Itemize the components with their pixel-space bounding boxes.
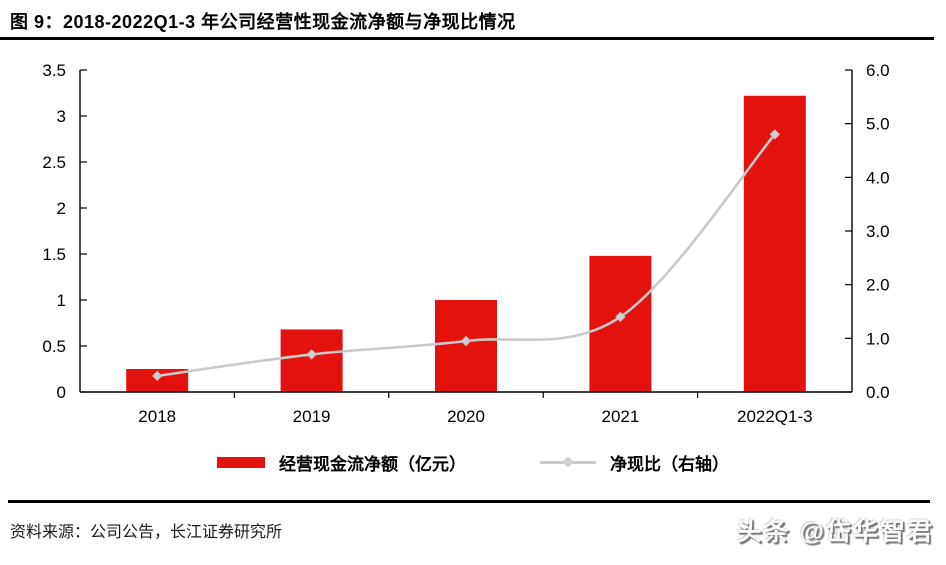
watermark-text: 头条 @岱华智君 [736,518,934,546]
line-marker-2020 [460,335,472,347]
right-axis-label: 1.0 [866,329,890,348]
right-axis-label: 3.0 [866,222,890,241]
bar-2021 [589,255,652,392]
bar-2019 [280,329,343,392]
x-axis-label: 2020 [447,407,485,426]
line-marker-diamond-icon [562,456,574,468]
legend-line-label: 净现比（右轴） [610,455,729,474]
right-axis-label: 2.0 [866,276,890,295]
x-axis-label: 2019 [293,407,331,426]
left-axis-label: 0.5 [42,337,66,356]
bar-2022Q1-3 [743,95,806,392]
left-axis-label: 1 [57,291,66,310]
left-axis-label: 2.5 [42,153,66,172]
right-axis-label: 4.0 [866,168,890,187]
cashflow-dual-axis-chart: 0 0.5 1 1.5 2 2.5 3 3.5 0.0 1.0 2.0 3.0 4.0 5.0 6.0 201… [42,61,890,426]
legend-item-bar: 经营现金流净额（亿元） [217,450,466,475]
line-marker-2021 [615,311,626,323]
left-axis-label: 3.5 [42,61,66,80]
legend-bar-label: 经营现金流净额（亿元） [279,455,466,474]
x-axis-label: 2022Q1-3 [737,407,813,426]
chart-legend: 经营现金流净额（亿元） 净现比（右轴） [0,450,946,475]
line-series-swatch [540,456,596,468]
left-axis-label: 2 [57,199,66,218]
right-axis-label: 0.0 [866,383,890,402]
ratio-line [157,133,776,378]
right-axis-label: 6.0 [866,61,890,80]
source-divider [8,500,930,503]
left-axis-label: 1.5 [42,245,66,264]
legend-item-line: 净现比（右轴） [540,450,729,475]
line-marker-2018 [151,370,163,382]
left-axis-label: 0 [57,383,66,402]
line-marker-2019 [306,349,317,360]
left-axis-label: 3 [57,107,66,126]
bar-series-swatch [217,457,265,468]
right-axis-label: 5.0 [866,115,890,134]
source-text: 资料来源：公司公告，长江证券研究所 [10,524,283,541]
line-marker-2022Q1-3 [769,129,781,140]
x-axis-label: 2021 [601,407,639,426]
figure-title: 图 9：2018-2022Q1-3 年公司经营性现金流净额与净现比情况 [10,12,516,32]
title-divider [0,37,934,40]
x-axis-label: 2018 [138,407,176,426]
